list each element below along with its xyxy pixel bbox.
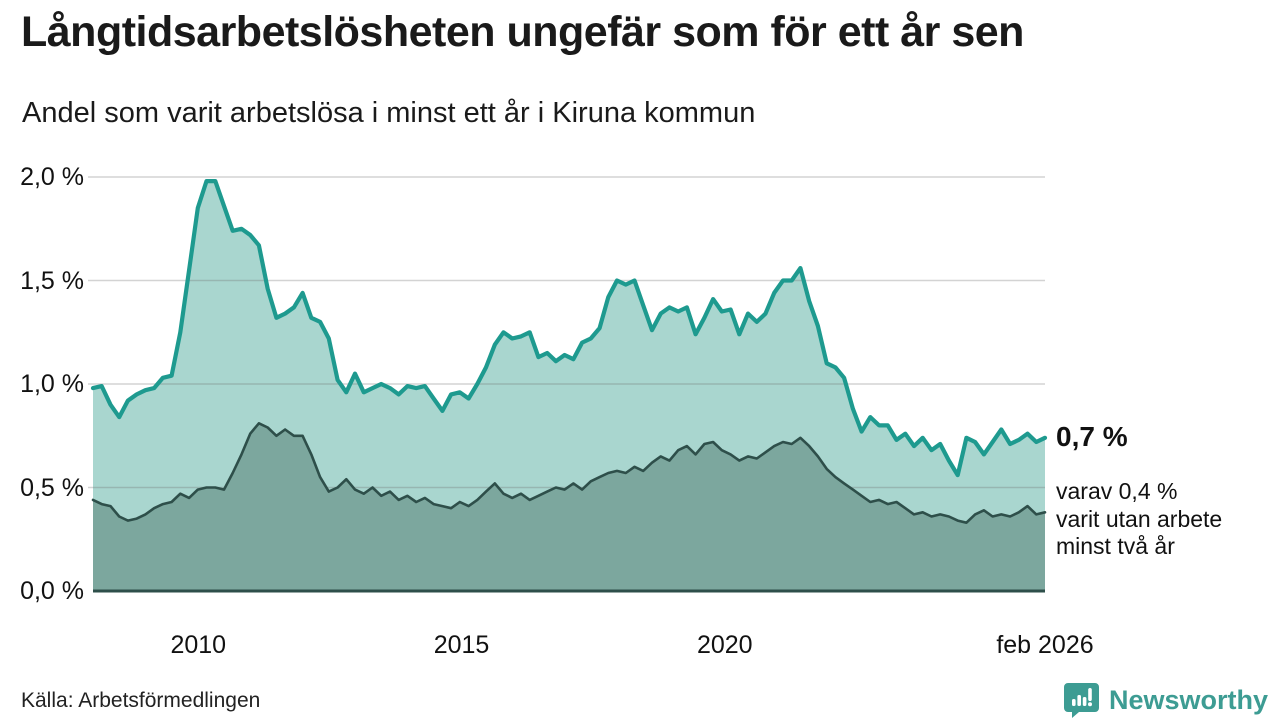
series-total-line bbox=[90, 179, 1048, 478]
x-tick-label: 2015 bbox=[433, 631, 490, 659]
y-tick-label: 1,0 % bbox=[20, 370, 84, 398]
newsworthy-brand: Newsworthy bbox=[1063, 682, 1268, 718]
chart-subtitle: Andel som varit arbetslösa i minst ett å… bbox=[22, 97, 756, 129]
subset-annotation: varav 0,4 % varit utan arbete minst två … bbox=[1056, 478, 1222, 561]
series-subset-area bbox=[93, 423, 1045, 591]
x-tick-label: feb 2026 bbox=[996, 631, 1094, 659]
source-credit: Källa: Arbetsförmedlingen bbox=[21, 689, 261, 712]
latest-value-label: 0,7 % bbox=[1056, 420, 1128, 452]
newsworthy-logo-icon bbox=[1063, 683, 1099, 718]
y-tick-label: 0,5 % bbox=[20, 473, 84, 502]
subset-annotation-line: varit utan arbete bbox=[1056, 505, 1223, 532]
y-tick-label: 0,0 % bbox=[20, 577, 84, 605]
x-tick-label: 2010 bbox=[170, 631, 227, 659]
x-tick-label: 2020 bbox=[696, 631, 753, 659]
area-chart bbox=[88, 176, 1048, 593]
y-tick-label: 2,0 % bbox=[20, 163, 84, 191]
series-subset-line bbox=[91, 422, 1047, 524]
page-title: Långtidsarbetslösheten ungefär som för e… bbox=[21, 8, 1024, 56]
subset-annotation-line: varav 0,4 % bbox=[1056, 478, 1178, 504]
y-tick-label: 1,5 % bbox=[20, 266, 84, 295]
newsworthy-logo-text: Newsworthy bbox=[1108, 684, 1268, 715]
subset-annotation-line: minst två år bbox=[1056, 533, 1175, 559]
